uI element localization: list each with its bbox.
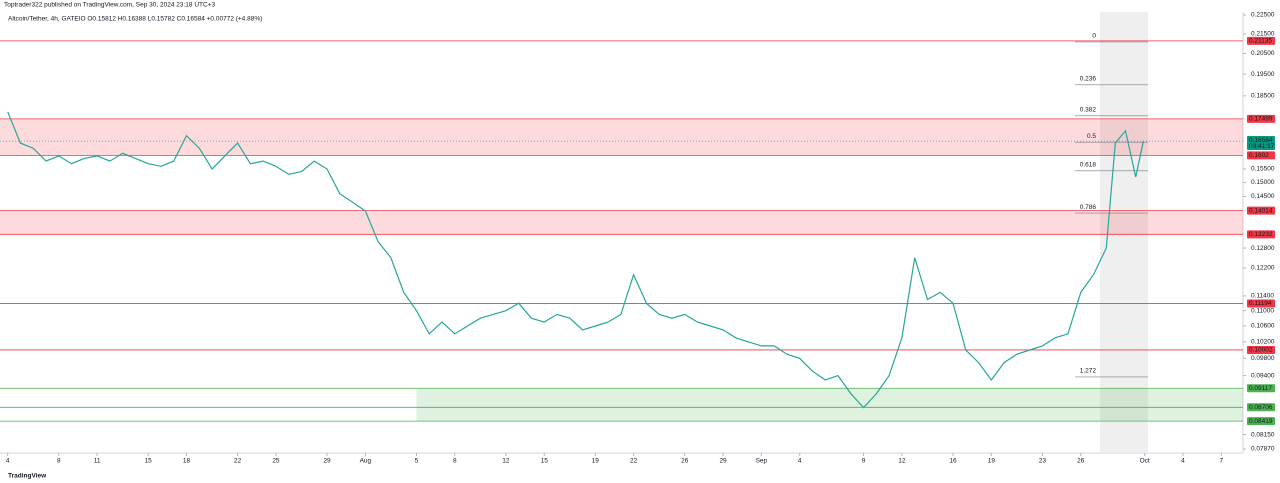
x-tick-label: 26: [1077, 458, 1085, 465]
x-tick-label: 26: [681, 458, 689, 465]
y-tick-label: 0.18500: [1251, 93, 1275, 100]
zone: [0, 210, 1243, 235]
level-tag: [1247, 299, 1275, 308]
x-tick-label: 15: [145, 458, 153, 465]
level-tag: [1247, 36, 1275, 45]
level-label: 0.10002: [1249, 347, 1273, 354]
x-tick-label: 22: [630, 458, 638, 465]
x-tick-label: 29: [323, 458, 331, 465]
x-tick-label: 22: [234, 458, 242, 465]
level-tag: [1247, 417, 1275, 426]
level-label: 0.17499: [1249, 116, 1273, 123]
x-tick-label: 4: [1181, 458, 1185, 465]
y-tick-label: 0.09400: [1251, 372, 1275, 379]
level-label: 0.09117: [1249, 385, 1272, 392]
fib-label: 1.272: [1080, 368, 1097, 375]
x-tick-label: 23: [1039, 458, 1047, 465]
x-tick-label: 5: [415, 458, 419, 465]
fib-label: 0.786: [1080, 204, 1097, 211]
price-line: [7, 111, 1144, 409]
brand: TradingView: [8, 473, 47, 480]
level-tag: [1247, 384, 1275, 393]
x-tick-label: Oct: [1140, 458, 1150, 465]
y-tick-label: 0.12200: [1251, 265, 1275, 272]
level-label: 0.08706: [1249, 404, 1273, 411]
y-tick-label: 0.09800: [1251, 355, 1275, 362]
level-tag: [1247, 230, 1275, 239]
level-label: 0.11194: [1249, 300, 1272, 307]
x-tick-label: 16: [949, 458, 957, 465]
fib-label: 0.5: [1087, 133, 1096, 140]
x-tick-label: 12: [502, 458, 510, 465]
y-tick-label: 0.11400: [1251, 293, 1274, 300]
symbol-line: Altcoin/Tether, 4h, GATEIO O0.15812 H0.1…: [8, 16, 262, 23]
x-tick-label: 29: [719, 458, 727, 465]
zone: [416, 388, 1243, 422]
x-tick-label: 4: [798, 458, 802, 465]
level-tag: [1247, 114, 1275, 123]
y-tick-label: 0.07870: [1251, 446, 1275, 453]
x-tick-label: 19: [592, 458, 600, 465]
x-tick-label: 25: [272, 458, 280, 465]
x-tick-label: 8: [453, 458, 457, 465]
x-tick-label: 7: [1219, 458, 1223, 465]
author-line: Toptrader322 published on TradingView.co…: [4, 2, 215, 9]
last-price-tag: [1247, 136, 1275, 151]
y-tick-label: 0.21500: [1251, 31, 1275, 38]
x-tick-label: Sep: [756, 458, 768, 465]
level-tag: [1247, 345, 1275, 354]
y-tick-label: 0.15500: [1251, 166, 1275, 173]
y-tick-label: 0.15000: [1251, 179, 1275, 186]
y-tick-label: 0.10200: [1251, 339, 1275, 346]
y-tick-label: 0.22500: [1251, 12, 1275, 19]
level-label: 0.08419: [1249, 418, 1273, 425]
level-tag: [1247, 206, 1275, 215]
x-tick-label: Aug: [360, 458, 372, 465]
fib-label: 0.382: [1080, 106, 1097, 113]
x-tick-label: 8: [57, 458, 61, 465]
level-label: 0.14014: [1249, 207, 1273, 214]
fib-label: 0: [1092, 33, 1096, 40]
zone: [0, 118, 1243, 156]
x-tick-label: 11: [94, 458, 101, 465]
fib-label: 0.236: [1080, 76, 1097, 83]
y-tick-label: 0.20500: [1251, 50, 1275, 57]
countdown-label: 03:41:17: [1249, 143, 1275, 150]
fib-label: 0.618: [1080, 162, 1097, 169]
y-tick-label: 0.10600: [1251, 323, 1275, 330]
x-tick-label: 12: [898, 458, 906, 465]
x-tick-label: 9: [862, 458, 866, 465]
level-label: 0.1602: [1249, 152, 1269, 159]
x-tick-label: 19: [988, 458, 996, 465]
level-tag: [1247, 403, 1275, 412]
y-tick-label: 0.08150: [1251, 431, 1275, 438]
y-tick-label: 0.11000: [1251, 307, 1274, 314]
y-tick-label: 0.12800: [1251, 245, 1275, 252]
y-tick-label: 0.14500: [1251, 193, 1275, 200]
y-tick-label: 0.19500: [1251, 71, 1275, 78]
level-label: 0.13232: [1249, 231, 1273, 238]
x-tick-label: 18: [183, 458, 191, 465]
last-price-label: 0.16584: [1249, 137, 1273, 144]
x-tick-label: 4: [6, 458, 10, 465]
level-tag: [1247, 151, 1275, 160]
x-tick-label: 15: [541, 458, 549, 465]
level-label: 0.21135: [1249, 38, 1272, 45]
